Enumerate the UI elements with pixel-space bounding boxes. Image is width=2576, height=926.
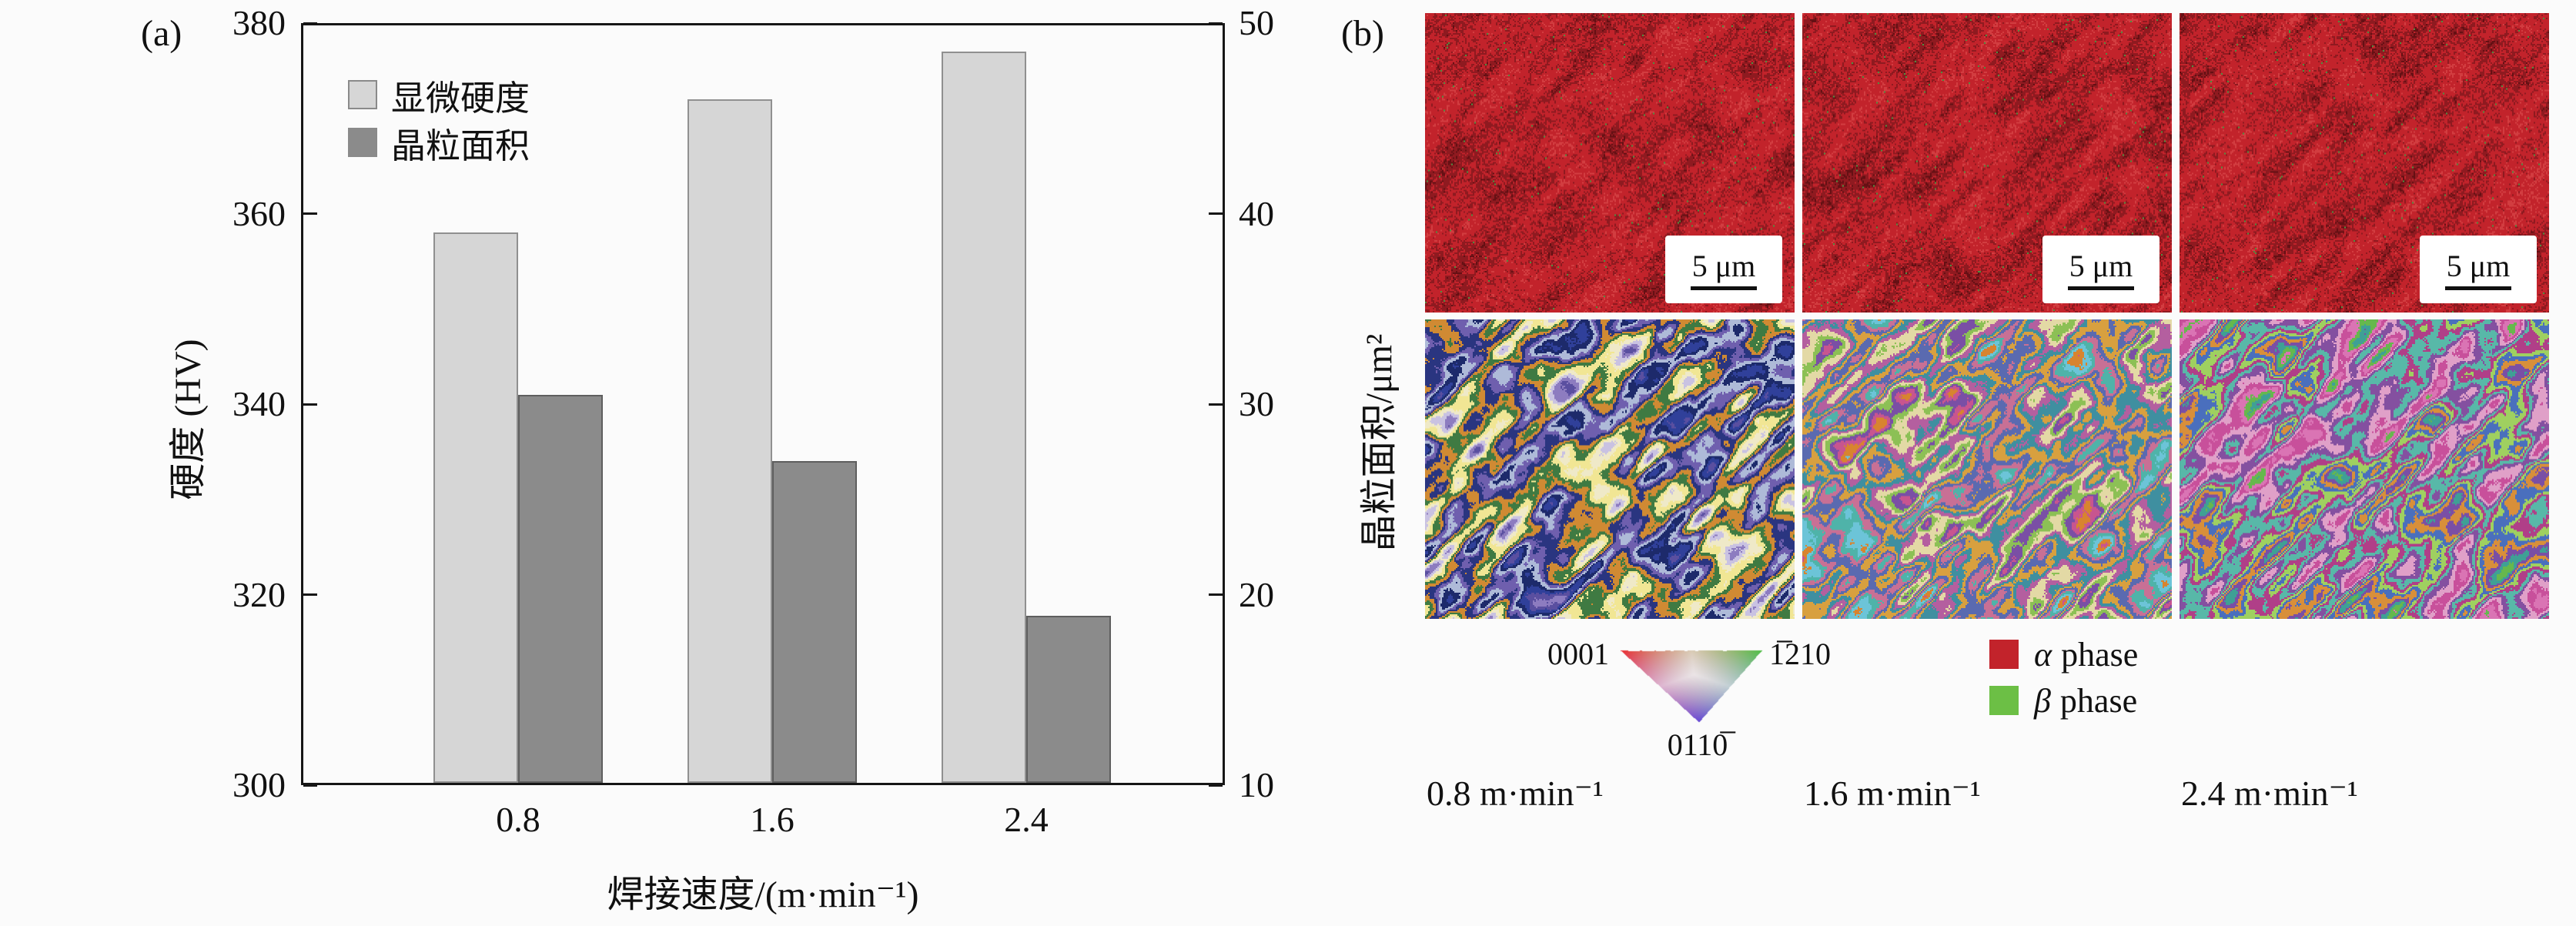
ipf-map-image <box>1802 319 2172 619</box>
micrograph-ipf-map-0.8 <box>1425 319 1795 619</box>
y-right-tick-label: 30 <box>1239 384 1274 423</box>
y-right-tick-mark <box>1209 403 1223 406</box>
scale-bar-line <box>2068 286 2134 290</box>
legend-label-microhardness: 显微硬度 <box>391 79 530 118</box>
legend-item-grain-area: 晶粒面积 <box>348 119 530 166</box>
ipf-map-image <box>2180 319 2549 619</box>
bar-microhardness-1.6 <box>687 99 772 783</box>
x-tick-label: 2.4 <box>1004 800 1049 839</box>
y-left-tick-label: 360 <box>233 193 286 233</box>
legend-label-grain-area: 晶粒面积 <box>391 126 530 165</box>
y-left-tick-mark <box>303 212 317 215</box>
scale-bar: 5 μm <box>2042 236 2159 303</box>
ipf-label-0110: 0110̅ <box>1667 727 1728 762</box>
ipf-label-1210: 1̅210 <box>1769 637 1831 671</box>
y-right-tick-label: 20 <box>1239 574 1274 614</box>
scale-bar: 5 μm <box>2420 236 2537 303</box>
bar-grain-area-1.6 <box>772 461 857 783</box>
micrograph-phase-map-1.6: 5 μm <box>1802 13 2172 313</box>
y-left-tick-label: 340 <box>233 384 286 423</box>
y-right-tick-label: 10 <box>1239 765 1274 804</box>
scale-bar-line <box>2445 286 2511 290</box>
scale-bar-label: 5 μm <box>2069 248 2133 283</box>
panel-a-label: (a) <box>141 13 182 54</box>
alpha-phase-label: phase <box>2061 635 2139 674</box>
y-right-tick-mark <box>1209 212 1223 215</box>
x-tick-label: 0.8 <box>496 800 540 839</box>
y-left-tick-label: 300 <box>233 765 286 804</box>
alpha-phase-symbol: α <box>2034 635 2052 674</box>
bar-grain-area-0.8 <box>518 394 603 783</box>
chart-legend: 显微硬度 晶粒面积 <box>348 71 530 166</box>
y-left-tick-mark <box>303 593 317 596</box>
y-right-tick-label: 40 <box>1239 193 1274 233</box>
legend-item-microhardness: 显微硬度 <box>348 71 530 119</box>
y-right-tick-mark <box>1209 784 1223 787</box>
bar-grain-area-2.4 <box>1026 615 1111 783</box>
micrograph-phase-map-0.8: 5 μm <box>1425 13 1795 313</box>
speed-label-0.8: 0.8 m·min⁻¹ <box>1427 774 1604 813</box>
panel-b-label: (b) <box>1341 13 1384 54</box>
beta-phase-label: phase <box>2059 681 2138 720</box>
scale-bar-label: 5 μm <box>1691 248 1756 283</box>
legend-swatch-grain-area <box>348 128 377 157</box>
micrograph-phase-map-2.4: 5 μm <box>2180 13 2549 313</box>
beta-phase-swatch <box>1989 686 2019 715</box>
y-left-tick-label: 320 <box>233 574 286 614</box>
y-right-tick-label: 50 <box>1239 3 1274 42</box>
x-tick-label: 1.6 <box>750 800 795 839</box>
phase-legend-beta: β phase <box>1989 681 2138 720</box>
y-left-tick-mark <box>303 403 317 406</box>
phase-legend-alpha: α phase <box>1989 635 2139 674</box>
legend-swatch-microhardness <box>348 80 377 109</box>
y-left-tick-label: 380 <box>233 3 286 42</box>
bar-microhardness-2.4 <box>942 52 1026 783</box>
plot-area <box>301 23 1225 785</box>
ipf-map-image <box>1425 319 1795 619</box>
x-axis-title: 焊接速度/(m·min⁻¹) <box>607 874 919 915</box>
scale-bar-label: 5 μm <box>2446 248 2511 283</box>
speed-label-1.6: 1.6 m·min⁻¹ <box>1804 774 1981 813</box>
beta-phase-symbol: β <box>2034 681 2051 720</box>
ipf-color-triangle <box>1618 648 1765 725</box>
bar-microhardness-0.8 <box>433 232 518 783</box>
y-right-tick-mark <box>1209 593 1223 596</box>
alpha-phase-swatch <box>1989 640 2019 669</box>
ipf-label-0001: 0001 <box>1547 637 1609 671</box>
speed-label-2.4: 2.4 m·min⁻¹ <box>2181 774 2358 813</box>
scale-bar: 5 μm <box>1665 236 1782 303</box>
micrograph-ipf-map-1.6 <box>1802 319 2172 619</box>
y-left-tick-mark <box>303 784 317 787</box>
y-right-tick-mark <box>1209 22 1223 25</box>
scale-bar-line <box>1691 286 1757 290</box>
micrograph-ipf-map-2.4 <box>2180 319 2549 619</box>
y-left-tick-mark <box>303 22 317 25</box>
